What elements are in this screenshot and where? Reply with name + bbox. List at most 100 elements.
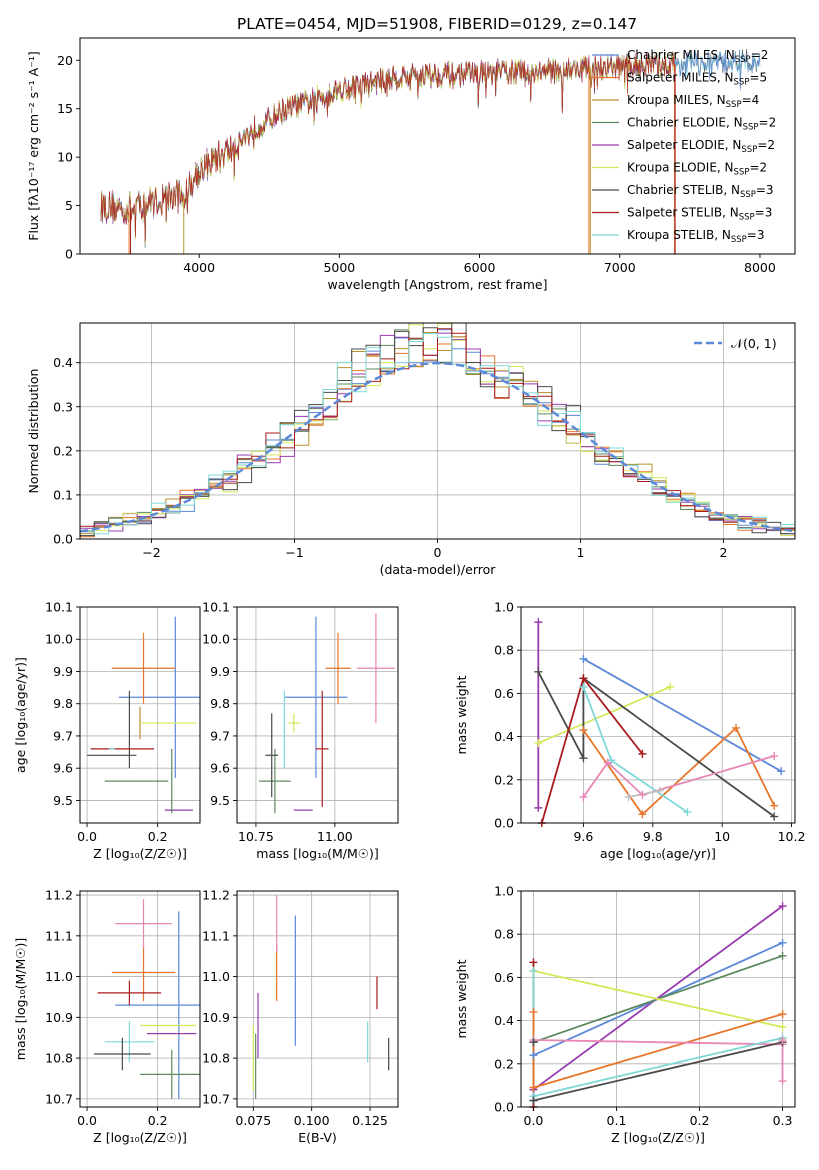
x-tick-label: 0.2 — [148, 829, 168, 844]
legend-sub: SSP — [739, 213, 755, 223]
y-tick-label: 0.4 — [494, 1013, 514, 1028]
plot-area — [259, 613, 395, 814]
legend-suffix: =2 — [757, 138, 775, 152]
y-tick-label: 9.8 — [53, 696, 73, 711]
x-tick-label: 9.6 — [573, 829, 593, 844]
y-tick-label: 0.8 — [494, 643, 514, 658]
y-tick-label: 0 — [65, 247, 73, 262]
y-tick-label: 9.6 — [210, 761, 230, 776]
weight-marker — [638, 749, 647, 758]
weight-marker — [778, 902, 787, 911]
y-tick-label: 0.4 — [53, 355, 73, 370]
x-tick-label: 0.1 — [607, 1113, 627, 1128]
legend-label: Chabrier ELODIE, NSSP=2 — [627, 116, 776, 133]
panel-age_vs_Z: 0.0 0.2 9.5 9.6 9.7 9.8 9.9 10.0 10.1 Z [log₁₀(Z/… — [13, 600, 201, 861]
plot-area — [87, 616, 200, 814]
x-tick-label: 1 — [577, 545, 585, 560]
y-tick-label: 0.0 — [494, 1100, 514, 1115]
weight-marker — [579, 682, 588, 691]
x-tick-label: 2 — [720, 545, 728, 560]
weight-marker — [529, 1051, 538, 1060]
x-tick-label: 10.75 — [238, 829, 274, 844]
legend-name: Salpeter MILES, N — [627, 71, 734, 85]
weight-marker — [770, 812, 779, 821]
weight-marker — [778, 1036, 787, 1045]
weight-line — [533, 1039, 783, 1046]
plot-area — [532, 905, 784, 1107]
legend-sub: SSP — [734, 168, 750, 178]
y-tick-label: 0.0 — [494, 816, 514, 831]
legend-label: Chabrier STELIB, NSSP=3 — [627, 183, 774, 200]
legend-suffix: =3 — [747, 228, 765, 242]
y-tick-label: 0.2 — [494, 1056, 514, 1071]
x-tick-label: 0.125 — [352, 1113, 388, 1128]
x-tick-label: −1 — [285, 545, 303, 560]
weight-marker — [624, 793, 633, 802]
y-axis-label: mass weight — [454, 959, 469, 1038]
y-axis-label: mass weight — [454, 675, 469, 754]
y-tick-label: 11.2 — [45, 888, 73, 903]
y-tick-label: 10.8 — [202, 1051, 230, 1066]
weight-marker — [579, 654, 588, 663]
weight-line — [537, 686, 671, 744]
x-tick-label: 0.2 — [690, 1113, 710, 1128]
y-tick-label: 10.9 — [202, 1010, 230, 1025]
weight-marker — [732, 723, 741, 732]
weight-marker — [579, 674, 588, 683]
y-tick-label: 0.4 — [494, 729, 514, 744]
x-axis-label: age [log₁₀(age/yr)] — [600, 846, 716, 861]
weight-marker — [603, 758, 612, 767]
y-tick-label: 9.7 — [210, 728, 230, 743]
y-tick-label: 11.0 — [45, 969, 73, 984]
y-tick-label: 0.0 — [53, 532, 73, 547]
weight-marker — [529, 1096, 538, 1105]
y-tick-label: 0.6 — [494, 970, 514, 985]
weight-line — [532, 905, 784, 1091]
legend-name: Chabrier MILES, N — [627, 48, 735, 62]
legend-label: 𝒩(0, 1) — [731, 336, 777, 351]
legend-name: Chabrier ELODIE, N — [627, 116, 743, 130]
y-tick-label: 10.7 — [202, 1091, 230, 1106]
weight-line — [582, 686, 689, 813]
y-tick-label: 11.1 — [45, 928, 73, 943]
weight-line — [533, 1037, 783, 1098]
weight-marker — [770, 752, 779, 761]
y-tick-label: 9.5 — [53, 793, 73, 808]
legend-sub: SSP — [735, 55, 751, 65]
y-tick-label: 10.7 — [45, 1091, 73, 1106]
y-tick-label: 1.0 — [494, 600, 514, 615]
y-tick-label: 0.2 — [494, 772, 514, 787]
weight-marker — [655, 786, 664, 795]
weight-marker — [579, 726, 588, 735]
legend-name: Kroupa STELIB, N — [627, 228, 731, 242]
legend-suffix: =2 — [751, 48, 769, 62]
y-axis-label: Flux [fλ10⁻¹⁷ erg cm⁻² s⁻¹ A⁻¹] — [26, 51, 41, 240]
weight-marker — [638, 790, 647, 799]
y-tick-label: 11.2 — [202, 888, 230, 903]
weight-marker — [778, 951, 787, 960]
y-tick-label: 1.0 — [494, 884, 514, 899]
x-tick-label: 8000 — [744, 260, 776, 275]
x-tick-label: −2 — [142, 545, 160, 560]
legend-name: Kroupa ELODIE, N — [627, 161, 734, 175]
legend-suffix: =5 — [749, 71, 767, 85]
x-axis-label: wavelength [Angstrom, rest frame] — [327, 277, 547, 292]
legend-sub: SSP — [726, 100, 742, 110]
x-axis-label: E(B-V) — [298, 1130, 337, 1145]
x-tick-label: 10 — [714, 829, 730, 844]
x-tick-label: 10.2 — [778, 829, 806, 844]
legend-label: Kroupa ELODIE, NSSP=2 — [627, 161, 767, 178]
weight-marker — [778, 1023, 787, 1032]
legend-suffix: =3 — [756, 183, 774, 197]
y-tick-label: 15 — [57, 101, 73, 116]
legend-name: Salpeter ELODIE, N — [627, 138, 741, 152]
axes-frame — [236, 606, 399, 824]
y-tick-label: 9.9 — [210, 664, 230, 679]
y-tick-label: 0.6 — [494, 686, 514, 701]
axes-frame — [520, 890, 796, 1108]
weight-marker — [529, 1007, 538, 1016]
legend-name: Salpeter STELIB, N — [627, 206, 739, 220]
y-tick-label: 0.2 — [53, 443, 73, 458]
weight-line — [540, 676, 644, 823]
x-tick-label: 4000 — [183, 260, 215, 275]
